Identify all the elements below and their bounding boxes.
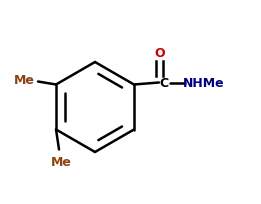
Text: NHMe: NHMe [183, 77, 225, 90]
Text: C: C [159, 77, 169, 90]
Text: Me: Me [51, 155, 72, 168]
Text: O: O [155, 47, 165, 60]
Text: Me: Me [14, 74, 34, 86]
